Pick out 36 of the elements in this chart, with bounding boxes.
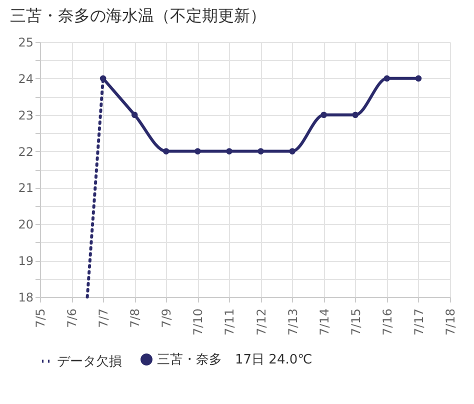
point [415, 75, 422, 82]
x-tick-label: 7/15 [348, 308, 363, 336]
point [258, 148, 264, 154]
x-tick-label: 7/7 [96, 308, 111, 328]
point [289, 148, 296, 154]
x-tick-label: 7/6 [65, 308, 80, 328]
point [320, 112, 328, 118]
y-tick-label: 20 [18, 218, 34, 232]
y-tick-label: 23 [18, 108, 34, 122]
point [194, 148, 201, 154]
y-tick-label: 19 [18, 254, 34, 268]
point [162, 148, 170, 154]
x-tick-label: 7/9 [160, 308, 174, 328]
x-tick-label: 7/13 [286, 308, 300, 336]
x-tick-label: 7/17 [412, 308, 426, 336]
legend-label: データ欠損 [57, 354, 122, 370]
point [384, 75, 390, 82]
y-tick-label: 25 [18, 36, 34, 50]
point [100, 75, 106, 82]
point [131, 112, 138, 118]
y-tick-label: 22 [18, 144, 34, 159]
y-tick-label: 21 [18, 181, 34, 196]
x-tick-label: 7/16 [380, 308, 394, 336]
x-tick-label: 7/10 [191, 308, 206, 336]
x-tick-label: 7/12 [254, 308, 268, 336]
point [226, 148, 232, 154]
y-tick-label: 18 [18, 290, 34, 304]
x-tick-label: 7/18 [444, 308, 458, 336]
x-tick-label: 7/14 [317, 308, 332, 336]
x-tick-label: 7/11 [222, 308, 237, 336]
y-tick-label: 24 [18, 72, 34, 86]
legend-label: 三苫・奈多 17日 24.0℃ [157, 352, 312, 368]
chart-title: 三苫・奈多の海水温（不定期更新） [10, 6, 266, 25]
x-tick-label: 7/5 [34, 308, 48, 328]
x-tick-label: 7/8 [128, 308, 142, 328]
point [352, 112, 359, 118]
